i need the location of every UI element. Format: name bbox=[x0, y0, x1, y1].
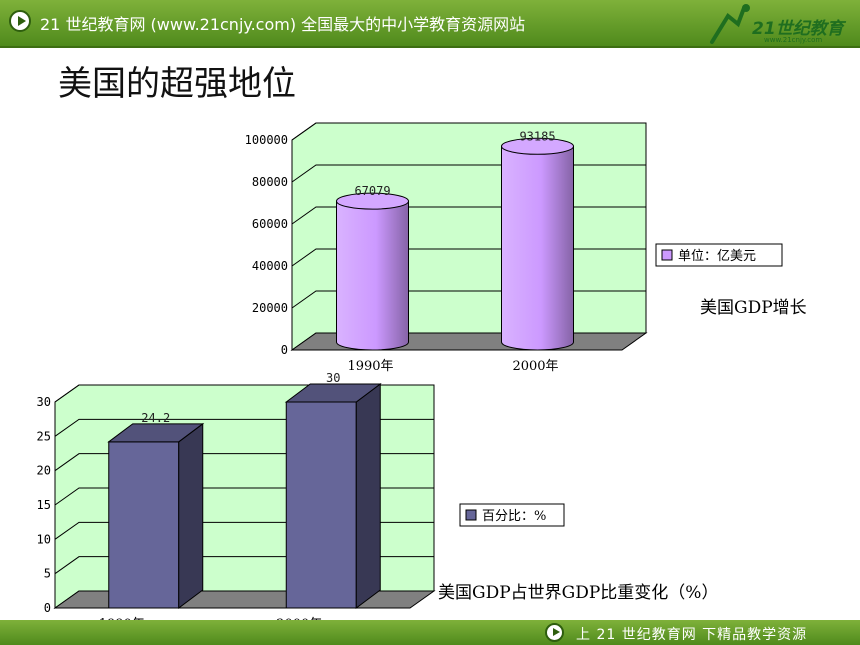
gdp-share-chart: 05101520253024.21990年302000年百分比：%美国GDP占世… bbox=[37, 371, 719, 632]
data-label: 67079 bbox=[354, 184, 390, 198]
logo-text: 21世纪教育 bbox=[752, 19, 844, 39]
legend-label: 单位：亿美元 bbox=[678, 249, 756, 264]
bar-side bbox=[178, 422, 204, 609]
legend-box bbox=[459, 503, 565, 527]
data-label: 30 bbox=[326, 371, 340, 385]
site-title: 21 世纪教育网 (www.21cnjy.com) 全国最大的中小学教育资源网站 bbox=[40, 15, 526, 34]
bar-top bbox=[284, 383, 382, 403]
logo-url: www.21cnjy.com bbox=[764, 36, 823, 44]
bar-cylinder-top bbox=[501, 137, 574, 155]
x-tick-label: 1990年 bbox=[347, 359, 393, 374]
bar-cylinder bbox=[501, 145, 574, 351]
footer-bar: 上 21 世纪教育网 下精品教学资源 bbox=[0, 620, 860, 645]
y-tick-label: 15 bbox=[37, 498, 51, 512]
y-tick-label: 20000 bbox=[252, 301, 288, 315]
site-logo[interactable] bbox=[700, 2, 850, 48]
x-tick-label: 2000年 bbox=[512, 359, 558, 374]
y-tick-label: 0 bbox=[44, 601, 51, 615]
y-tick-label: 5 bbox=[44, 567, 51, 581]
y-tick-label: 40000 bbox=[252, 259, 288, 273]
play-icon[interactable] bbox=[9, 10, 31, 32]
runner-icon bbox=[710, 6, 746, 44]
gridline bbox=[291, 122, 646, 141]
y-tick-label: 20 bbox=[37, 464, 51, 478]
chart-title: 美国GDP增长 bbox=[700, 298, 807, 318]
y-tick-label: 10 bbox=[37, 532, 51, 546]
bar-cylinder-top bbox=[336, 192, 409, 210]
bar-front bbox=[285, 401, 357, 609]
footer-slogan: 上 21 世纪教育网 下精品教学资源 bbox=[576, 627, 808, 643]
y-tick-label: 30 bbox=[37, 395, 51, 409]
header-bar: 21 世纪教育网 (www.21cnjy.com) 全国最大的中小学教育资源网站 bbox=[0, 0, 860, 48]
y-tick-label: 0 bbox=[281, 343, 288, 357]
legend-box bbox=[655, 243, 783, 267]
legend-label: 百分比：% bbox=[482, 509, 546, 524]
play-icon[interactable] bbox=[545, 623, 564, 642]
gdp-growth-chart: 0 20000 40000 60000 80000 100000 67079 1990年 931… bbox=[245, 122, 807, 374]
y-tick-label: 100000 bbox=[245, 133, 288, 147]
page-title: 美国的超强地位 bbox=[58, 64, 296, 104]
y-tick-label: 80000 bbox=[252, 175, 288, 189]
y-tick-label: 60000 bbox=[252, 217, 288, 231]
legend-swatch bbox=[661, 249, 673, 261]
legend-swatch bbox=[465, 509, 477, 521]
bar-cylinder bbox=[336, 200, 409, 351]
data-label: 93185 bbox=[519, 129, 555, 143]
y-tick-label: 25 bbox=[37, 429, 51, 443]
chart-title: 美国GDP占世界GDP比重变化（%） bbox=[438, 583, 718, 603]
bar-front bbox=[108, 441, 180, 609]
data-label: 24.2 bbox=[141, 411, 170, 425]
bar-side bbox=[355, 383, 381, 609]
bar-top bbox=[107, 423, 205, 443]
